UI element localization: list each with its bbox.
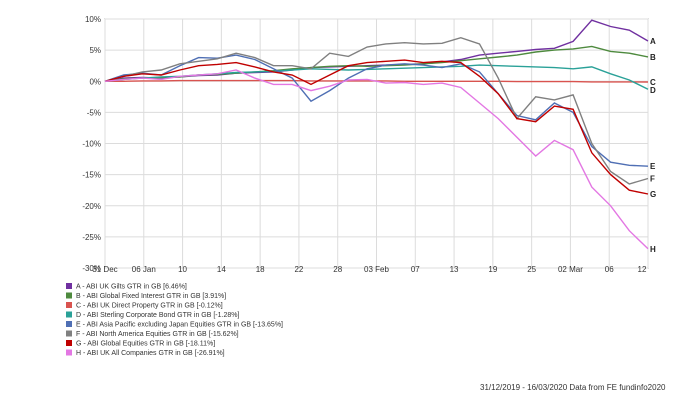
x-tick-label: 28 [333, 265, 342, 274]
legend-swatch-a [66, 283, 72, 289]
y-tick-label: -15% [82, 171, 101, 180]
x-tick-label: 10 [178, 265, 187, 274]
x-tick-label: 14 [217, 265, 226, 274]
legend-swatch-g [66, 340, 72, 346]
x-tick-label: 18 [256, 265, 265, 274]
y-tick-label: -20% [82, 202, 101, 211]
end-label-a: A [650, 37, 656, 46]
legend-swatch-d [66, 311, 72, 318]
legend-entry-f: F - ABI North America Equities GTR in GB… [76, 331, 239, 338]
legend-entry-g: G - ABI Global Equities GTR in GB [-18.1… [76, 341, 215, 348]
legend: A - ABI UK Gilts GTR in GB [6.46%] B - AB… [66, 283, 283, 357]
data-source-footer: 31/12/2019 - 16/03/2020 Data from FE fun… [480, 383, 666, 392]
x-axis: 31 Dec 06 Jan 10 14 18 22 28 03 Feb 07 13 19 25 02 M… [92, 265, 647, 274]
legend-entry-e: E - ABI Asia Pacific excluding Japan Equ… [76, 322, 283, 329]
x-tick-label: 03 Feb [364, 265, 389, 274]
x-tick-label: 25 [527, 265, 536, 274]
legend-swatch-c [66, 302, 72, 308]
x-tick-label: 13 [450, 265, 459, 274]
x-tick-label: 02 Mar [558, 265, 583, 274]
y-tick-label: -30% [82, 264, 101, 273]
series-line-f [104, 36, 649, 185]
x-tick-label: 19 [488, 265, 497, 274]
series-line-e [104, 54, 649, 167]
series-end-labels: AB CD EFG H [650, 37, 656, 254]
y-tick-label: -25% [82, 233, 101, 242]
end-label-c: C [650, 78, 656, 87]
legend-entry-b: B - ABI Global Fixed Interest GTR in GB … [76, 293, 226, 300]
y-tick-label: 5% [89, 46, 101, 55]
legend-swatch-f [66, 330, 72, 337]
y-axis: 10% 5% 0% -5% -10% -15% -20% -25% -30% [82, 15, 101, 273]
x-tick-label: 22 [294, 265, 303, 274]
y-tick-label: 10% [85, 15, 101, 24]
y-tick-label: -5% [87, 108, 101, 117]
end-label-e: E [650, 162, 656, 171]
x-tick-label: 12 [638, 265, 647, 274]
end-label-g: G [650, 190, 656, 199]
series-lines [104, 19, 649, 250]
x-tick-label: 06 Jan [132, 265, 156, 274]
legend-entry-a: A - ABI UK Gilts GTR in GB [6.46%] [76, 284, 187, 291]
x-tick-label: 31 Dec [92, 265, 117, 274]
y-tick-label: 0% [89, 77, 101, 86]
series-line-h [104, 69, 649, 250]
x-tick-label: 06 [605, 265, 614, 274]
legend-swatch-b [66, 292, 72, 299]
legend-swatch-e [66, 321, 72, 327]
legend-entry-h: H - ABI UK All Companies GTR in GB [-26.… [76, 350, 225, 357]
end-label-b: B [650, 53, 656, 62]
end-label-h: H [650, 245, 656, 254]
end-label-d: D [650, 86, 656, 95]
legend-entry-c: C - ABI UK Direct Property GTR in GB [-0… [76, 303, 223, 310]
legend-entry-d: D - ABI Sterling Corporate Bond GTR in G… [76, 312, 239, 319]
end-label-f: F [650, 174, 655, 183]
x-tick-label: 07 [411, 265, 420, 274]
legend-swatch-h [66, 349, 72, 356]
series-line-g [104, 59, 649, 195]
y-tick-label: -10% [82, 140, 101, 149]
